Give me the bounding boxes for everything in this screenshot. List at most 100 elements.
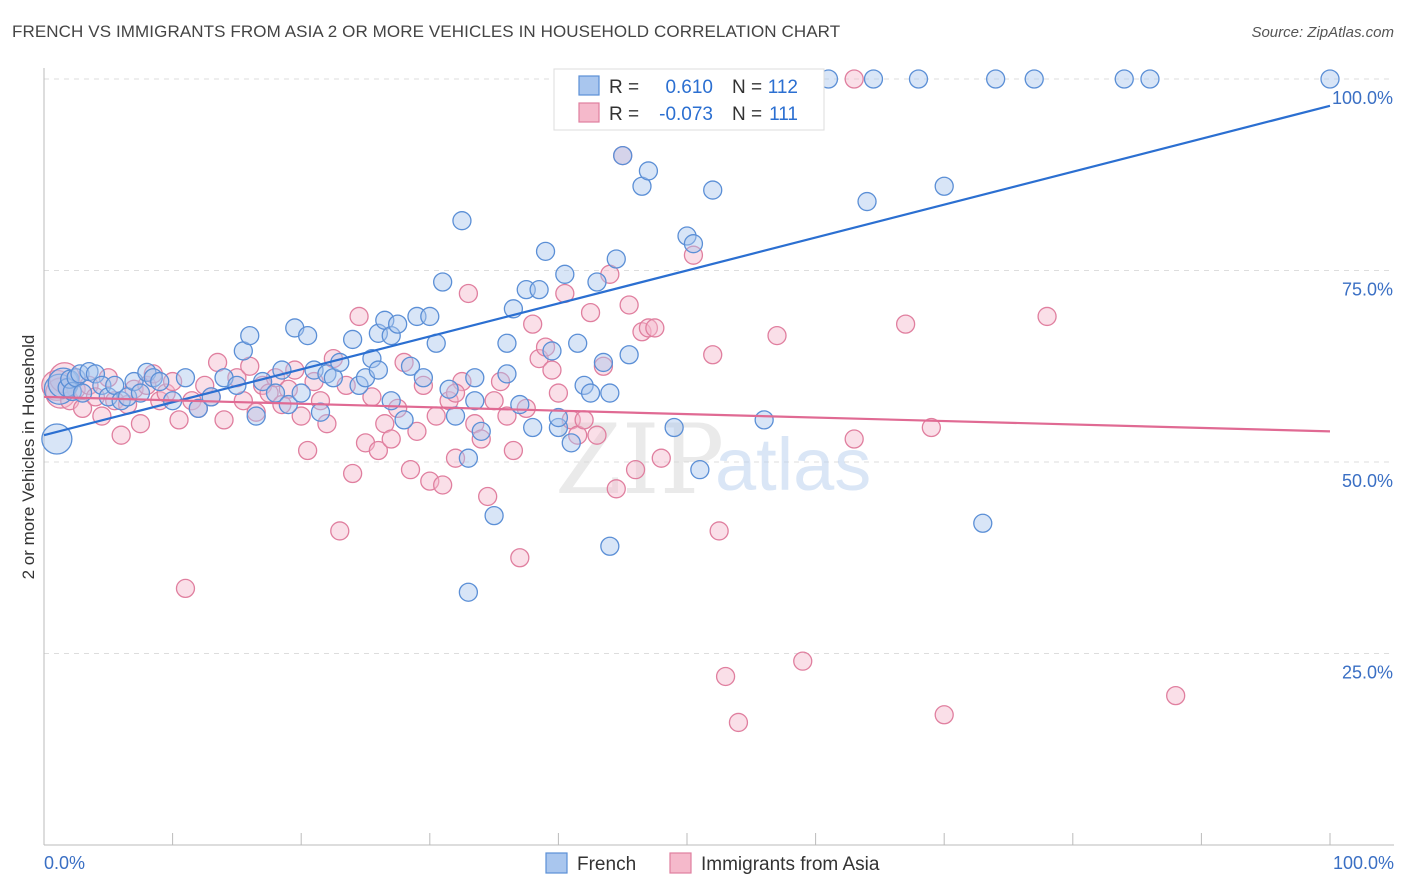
asia-point: [767, 325, 787, 346]
french-point: [188, 398, 208, 419]
french-point: [593, 352, 614, 373]
french-point: [471, 421, 491, 442]
asia-trend-line: [43, 395, 1331, 433]
watermark-zip: ZIP: [555, 404, 724, 516]
french-point: [349, 375, 369, 396]
french-point: [587, 272, 607, 292]
asia-point: [111, 425, 131, 445]
french-point: [542, 341, 562, 361]
asia-point: [400, 460, 421, 480]
french-point: [568, 333, 588, 353]
asia-point: [645, 318, 665, 338]
french-point: [908, 69, 929, 89]
french-point: [72, 383, 93, 403]
french-point: [574, 375, 594, 396]
y-tick-label: 50.0%: [1342, 471, 1393, 491]
asia-point: [934, 705, 954, 725]
stats-french-r-value: 0.610: [665, 77, 713, 98]
asia-point: [619, 295, 639, 315]
asia-point: [715, 666, 736, 687]
french-point: [381, 325, 401, 346]
asia-point: [574, 410, 594, 430]
french-point: [600, 536, 620, 556]
asia-point: [156, 383, 176, 403]
y-tick-label: 75.0%: [1342, 280, 1393, 300]
asia-point: [625, 460, 646, 480]
asia-point: [510, 548, 530, 568]
asia-point: [381, 429, 401, 449]
stats-asia-r-label: R =: [609, 104, 639, 125]
french-point: [465, 391, 485, 411]
stats-french-swatch: [578, 75, 600, 96]
french-point: [529, 279, 549, 300]
asia-point: [317, 414, 337, 434]
stats-asia-n-label: N =: [732, 104, 762, 125]
french-point: [1140, 69, 1160, 89]
french-point: [130, 383, 151, 403]
asia-point: [175, 578, 196, 599]
french-trend-line: [43, 104, 1331, 437]
french-point: [497, 364, 517, 384]
french-point: [400, 356, 421, 376]
asia-point: [471, 429, 491, 449]
asia-point: [130, 414, 151, 434]
asia-point: [651, 448, 671, 468]
french-point: [561, 433, 581, 453]
asia-point: [542, 360, 562, 380]
french-point: [362, 348, 382, 369]
french-point: [291, 383, 311, 403]
legend-french-swatch: [545, 852, 568, 874]
asia-point: [433, 475, 453, 495]
legend-asia-label: Immigrants from Asia: [701, 854, 880, 875]
french-point: [85, 364, 106, 384]
stats-french-n-label: N =: [732, 77, 762, 98]
french-point: [690, 460, 710, 480]
asia-point: [426, 406, 446, 426]
asia-point: [291, 406, 311, 426]
stats-french-n-value: 112: [768, 77, 798, 98]
asia-point: [587, 425, 607, 445]
french-point: [863, 69, 884, 89]
asia-point: [330, 521, 350, 541]
french-point: [458, 582, 479, 602]
asia-point: [1037, 306, 1057, 327]
french-point: [41, 423, 73, 455]
french-point: [703, 180, 723, 200]
asia-point: [342, 463, 363, 484]
french-point: [523, 417, 543, 438]
french-point: [394, 410, 414, 430]
french-point: [368, 360, 389, 380]
asia-point: [921, 417, 941, 438]
x-tick-label-max: 100.0%: [1333, 853, 1394, 873]
french-point: [497, 333, 517, 353]
french-point: [445, 406, 466, 426]
y-tick-label: 100.0%: [1332, 88, 1393, 108]
y-axis-title: 2 or more Vehicles in Household: [19, 335, 38, 580]
french-point: [973, 513, 993, 533]
y-tick-label: 25.0%: [1342, 663, 1393, 683]
french-point: [240, 325, 260, 346]
french-point: [387, 314, 408, 334]
asia-point: [503, 440, 524, 461]
asia-point: [606, 479, 626, 499]
french-point: [664, 417, 684, 438]
asia-point: [413, 375, 434, 396]
french-point: [613, 145, 633, 166]
x-tick-label-min: 0.0%: [44, 853, 85, 873]
asia-point: [844, 429, 864, 449]
legend-asia-label-swatch: [669, 852, 692, 874]
french-point: [60, 369, 80, 389]
stats-asia-n-value: 111: [769, 104, 798, 125]
grid-lines: [44, 78, 1394, 654]
french-point: [600, 383, 620, 403]
asia-point: [484, 391, 504, 411]
french-point: [548, 417, 569, 438]
french-point: [310, 402, 331, 422]
french-point: [458, 448, 479, 468]
french-point: [619, 345, 639, 365]
asia-point: [709, 521, 729, 541]
asia-point: [844, 69, 864, 89]
asia-point: [169, 410, 189, 430]
french-point: [580, 383, 601, 403]
